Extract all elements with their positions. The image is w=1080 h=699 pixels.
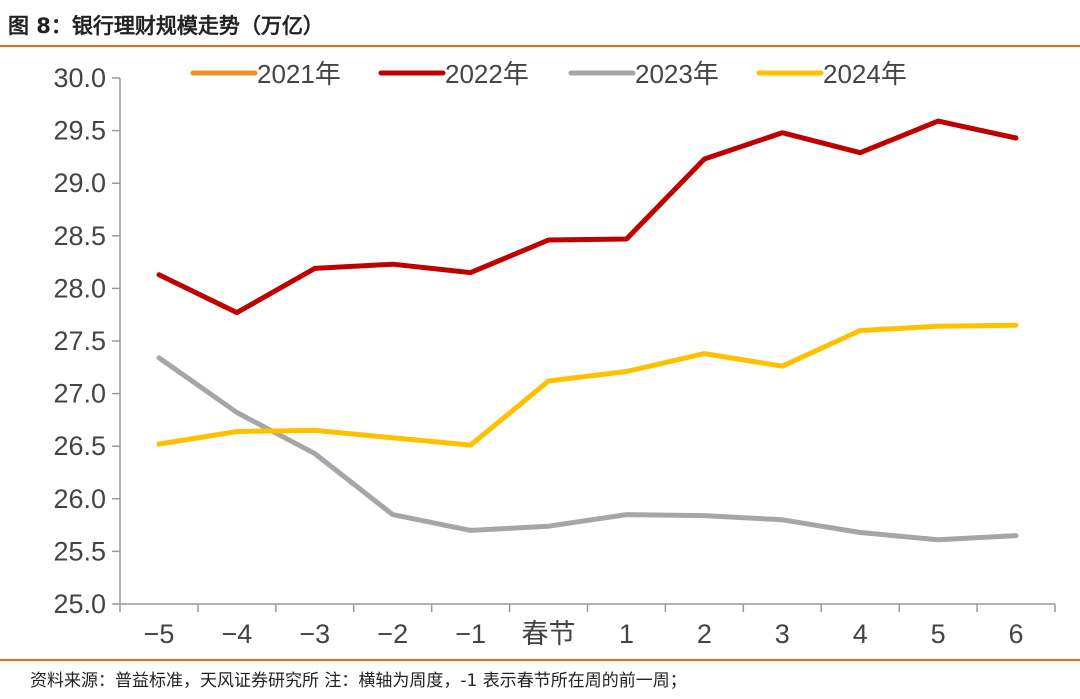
y-tick-label: 30.0: [53, 63, 106, 93]
y-axis-ticks: 25.0 25.5 26.0 26.5 27.0 27.5 28.0 28.5 29.0 29.5…: [53, 63, 120, 619]
x-tick-label: −1: [455, 619, 486, 649]
source-note: 资料来源：普益标准，天风证券研究所 注：横轴为周度，-1 表示春节所在周的前一周…: [30, 671, 687, 691]
y-tick-label: 25.5: [53, 536, 106, 566]
x-tick-label: 3: [775, 619, 790, 649]
x-tick-label: 2: [697, 619, 712, 649]
y-tick-label: 29.5: [53, 116, 106, 146]
legend-label: 2023年: [635, 59, 719, 89]
y-tick-label: 29.0: [53, 168, 106, 198]
x-tick-label: −4: [221, 619, 252, 649]
y-tick-label: 28.5: [53, 221, 106, 251]
series-lines: [156, 118, 1019, 543]
x-tick-label: −5: [144, 619, 175, 649]
x-tick-label: 4: [853, 619, 868, 649]
x-tick-label: 6: [1009, 619, 1024, 649]
x-tick-label: 春节: [522, 619, 576, 649]
legend-label: 2021年: [257, 59, 341, 89]
x-tick-label: 1: [619, 619, 634, 649]
series-line-2023年: [156, 355, 1019, 543]
series-line-2024年: [156, 322, 1019, 448]
chart-title: 图 8：银行理财规模走势（万亿）: [8, 14, 324, 38]
line-chart: 25.0 25.5 26.0 26.5 27.0 27.5 28.0 28.5 29.0 29.5…: [53, 59, 1056, 649]
bottom-divider: [0, 659, 1080, 661]
x-tick-label: −2: [377, 619, 408, 649]
y-tick-label: 26.0: [53, 484, 106, 514]
legend-label: 2024年: [823, 59, 907, 89]
y-tick-label: 28.0: [53, 273, 106, 303]
series-line-2022年: [156, 118, 1019, 316]
top-divider: [0, 45, 1080, 47]
axes: [119, 78, 1055, 605]
y-tick-label: 26.5: [53, 431, 106, 461]
y-tick-label: 25.0: [53, 589, 106, 619]
legend: 2021年 2022年 2023年 2024年: [190, 59, 907, 89]
y-tick-label: 27.0: [53, 379, 106, 409]
legend-label: 2022年: [445, 59, 529, 89]
x-tick-label: 5: [931, 619, 946, 649]
x-axis-ticks: −5 −4 −3 −2 −1 春节 1 2 3 4 5 6: [119, 604, 1056, 649]
y-tick-label: 27.5: [53, 326, 106, 356]
x-tick-label: −3: [299, 619, 330, 649]
